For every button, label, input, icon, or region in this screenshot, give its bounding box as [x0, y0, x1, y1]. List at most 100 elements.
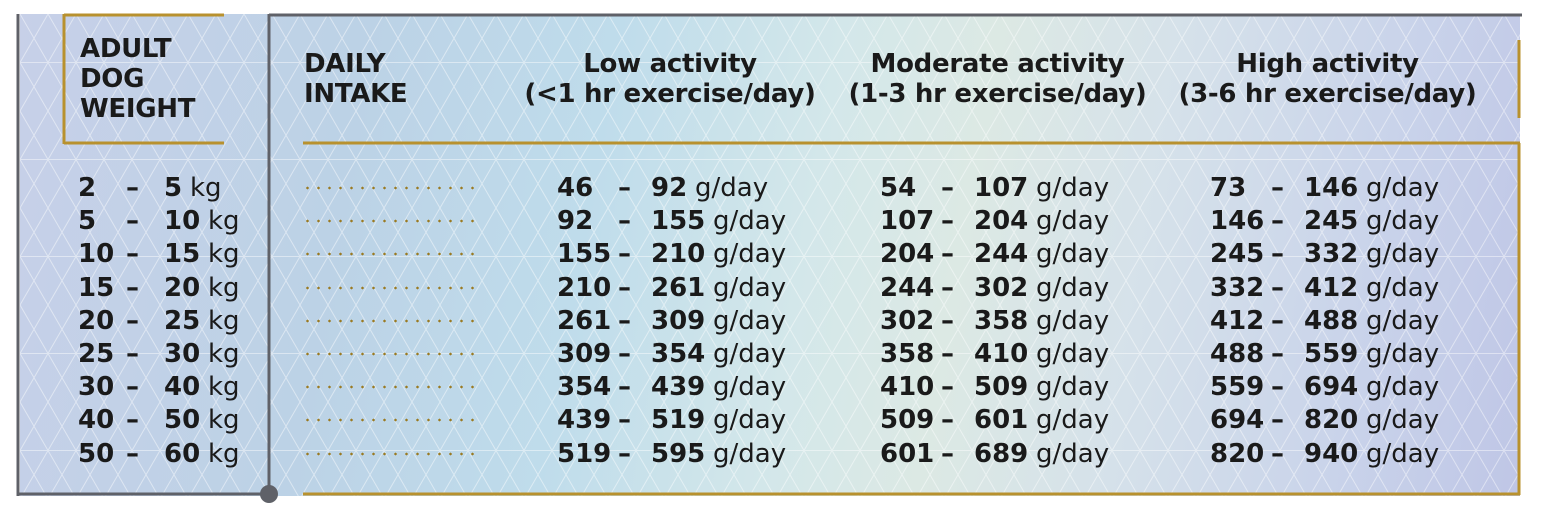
low-max-value: 210: [651, 239, 706, 270]
low-min-value: 155: [557, 239, 612, 270]
moderate-max-value: 204: [974, 206, 1029, 237]
low-unit: g/day: [713, 372, 787, 403]
weight-unit: kg: [208, 206, 240, 237]
range-dash: –: [126, 173, 139, 203]
range-dash: –: [1271, 305, 1284, 336]
low-unit: g/day: [713, 239, 787, 270]
range-dash: –: [941, 405, 954, 436]
high-activity-header: High activity (3-6 hr exercise/day): [1178, 49, 1477, 109]
weight-unit: kg: [208, 438, 240, 469]
dotted-leader: [302, 352, 478, 356]
range-dash: –: [618, 438, 631, 469]
moderate-min-value: 204: [880, 239, 935, 270]
high-unit: g/day: [1366, 339, 1440, 369]
range-dash: –: [1271, 372, 1284, 403]
low-max-value: 354: [651, 339, 706, 369]
weight-min-value: 25: [78, 339, 115, 369]
high-max-value: 940: [1304, 438, 1359, 469]
range-dash: –: [1271, 173, 1284, 203]
range-dash: –: [1271, 272, 1284, 303]
low-min-value: 309: [557, 339, 612, 369]
low-activity-header: Low activity (<1 hr exercise/day): [524, 49, 816, 109]
range-dash: –: [941, 272, 954, 303]
low-max-value: 155: [651, 206, 706, 237]
high-min-value: 245: [1210, 239, 1265, 270]
range-dash: –: [941, 173, 954, 203]
weight-max-value: 40: [164, 372, 201, 403]
dotted-leader: [302, 451, 478, 456]
moderate-max-value: 244: [974, 239, 1029, 270]
low-min-value: 519: [557, 438, 612, 469]
high-max-value: 488: [1304, 305, 1359, 336]
low-max-value: 309: [651, 305, 706, 336]
low-max-value: 439: [651, 372, 706, 403]
high-unit: g/day: [1366, 206, 1440, 237]
weight-max-value: 5: [164, 173, 183, 203]
low-unit: g/day: [713, 339, 787, 369]
range-dash: –: [941, 339, 954, 369]
low-max-value: 261: [651, 272, 706, 303]
range-dash: –: [618, 372, 631, 403]
high-max-value: 332: [1304, 239, 1359, 270]
weight-unit: kg: [208, 305, 240, 336]
low-min-value: 261: [557, 305, 612, 336]
range-dash: –: [126, 438, 139, 469]
high-unit: g/day: [1366, 305, 1440, 336]
range-dash: –: [1271, 239, 1284, 270]
daily-intake-header: DAILY INTAKE: [304, 49, 408, 109]
weight-min-value: 2: [78, 173, 97, 203]
high-max-value: 245: [1304, 206, 1359, 237]
moderate-min-value: 410: [880, 372, 935, 403]
weight-min-value: 5: [78, 206, 97, 237]
low-min-value: 210: [557, 272, 612, 303]
dotted-leader: [302, 252, 478, 257]
moderate-min-value: 244: [880, 272, 935, 303]
weight-min-value: 15: [78, 272, 115, 303]
moderate-min-value: 601: [880, 438, 935, 469]
weight-unit: kg: [208, 339, 240, 369]
range-dash: –: [941, 206, 954, 237]
weight-min-value: 30: [78, 372, 115, 403]
range-dash: –: [1271, 438, 1284, 469]
moderate-unit: g/day: [1036, 173, 1110, 203]
range-dash: –: [1271, 339, 1284, 369]
moderate-max-value: 358: [974, 305, 1029, 336]
range-dash: –: [941, 239, 954, 270]
low-max-value: 92: [651, 173, 688, 203]
dotted-leader: [302, 318, 478, 323]
range-dash: –: [126, 239, 139, 270]
high-min-value: 412: [1210, 305, 1265, 336]
moderate-max-value: 107: [974, 173, 1029, 203]
moderate-activity-header: Moderate activity (1-3 hr exercise/day): [848, 49, 1147, 109]
moderate-unit: g/day: [1036, 438, 1110, 469]
high-max-value: 694: [1304, 372, 1359, 403]
low-min-value: 92: [557, 206, 594, 237]
high-unit: g/day: [1366, 438, 1440, 469]
high-min-value: 694: [1210, 405, 1265, 436]
low-max-value: 519: [651, 405, 706, 436]
range-dash: –: [618, 305, 631, 336]
moderate-max-value: 302: [974, 272, 1029, 303]
high-unit: g/day: [1366, 173, 1440, 203]
weight-unit: kg: [190, 173, 222, 203]
weight-max-value: 15: [164, 239, 201, 270]
high-min-value: 559: [1210, 372, 1265, 403]
low-unit: g/day: [713, 305, 787, 336]
range-dash: –: [941, 438, 954, 469]
range-dash: –: [618, 339, 631, 369]
high-max-value: 146: [1304, 173, 1359, 203]
low-unit: g/day: [713, 405, 787, 436]
moderate-min-value: 358: [880, 339, 935, 369]
moderate-unit: g/day: [1036, 272, 1110, 303]
moderate-min-value: 107: [880, 206, 935, 237]
weight-max-value: 60: [164, 438, 201, 469]
moderate-unit: g/day: [1036, 405, 1110, 436]
range-dash: –: [618, 239, 631, 270]
weight-min-value: 20: [78, 305, 115, 336]
range-dash: –: [618, 206, 631, 237]
dotted-leader: [302, 285, 478, 290]
high-max-value: 820: [1304, 405, 1359, 436]
weight-max-value: 25: [164, 305, 201, 336]
range-dash: –: [1271, 405, 1284, 436]
weight-max-value: 10: [164, 206, 201, 237]
